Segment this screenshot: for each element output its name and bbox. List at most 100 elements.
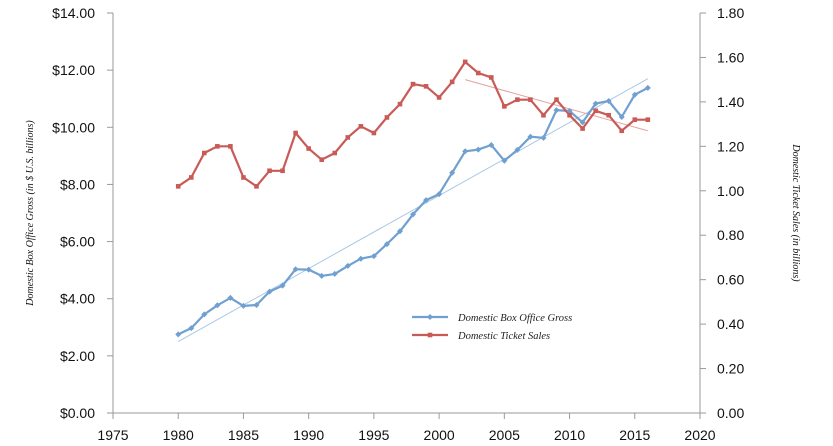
data-point (515, 97, 520, 102)
data-point (371, 130, 377, 136)
x-tick-label: 1985 (228, 427, 259, 443)
data-point (279, 282, 286, 289)
data-point (188, 325, 195, 332)
data-point (358, 124, 364, 129)
data-point (566, 108, 573, 114)
data-point (527, 133, 534, 140)
data-point (579, 119, 586, 126)
data-point (554, 97, 559, 102)
data-point (645, 117, 651, 122)
data-point (631, 91, 638, 98)
right-y-tick-label: 1.80 (717, 5, 744, 21)
tick-labels: $0.00 $2.00 $4.00 $6.00 $8.00 $10.00 $12.00 $14… (25, 5, 801, 443)
data-point (227, 294, 234, 301)
x-tick-label: 1975 (97, 427, 128, 443)
data-point (384, 115, 390, 120)
left-y-tick-label: $14.00 (52, 5, 95, 21)
left-y-tick-label: $8.00 (60, 176, 95, 192)
data-point (462, 59, 468, 65)
x-tick-label: 2015 (619, 427, 650, 443)
left-y-tick-label: $6.00 (60, 234, 95, 250)
data-point (280, 168, 285, 174)
data-point (318, 272, 325, 279)
data-point (332, 150, 338, 156)
x-tick-label: 2000 (424, 427, 455, 443)
right-y-tick-label: 1.20 (717, 138, 744, 154)
data-point (410, 211, 417, 218)
data-point (502, 104, 507, 109)
data-point (253, 302, 260, 308)
legend: Domestic Box Office Gross Domestic Ticket… (412, 313, 572, 342)
trendline (465, 79, 648, 132)
right-y-tick-label: 0.80 (717, 227, 744, 243)
data-point (293, 130, 298, 136)
data-point (266, 288, 273, 295)
data-point (254, 184, 259, 189)
data-point (567, 112, 572, 118)
data-point (397, 101, 403, 107)
data-point (396, 228, 403, 235)
data-point (619, 128, 625, 134)
data-point (514, 146, 521, 153)
data-point (475, 70, 481, 76)
left-y-tick-label: $0.00 (60, 405, 95, 421)
data-point (383, 241, 390, 248)
data-point (175, 331, 182, 338)
data-point (644, 84, 651, 91)
left-y-tick-label: $10.00 (52, 119, 95, 135)
legend-swatch-marker (427, 332, 433, 338)
data-point (449, 169, 456, 176)
right-y-tick-label: 1.60 (717, 49, 744, 65)
axes (107, 12, 706, 419)
legend-label: Domestic Ticket Sales (457, 331, 550, 342)
left-y-tick-label: $4.00 (60, 291, 95, 307)
left-y-tick-label: $2.00 (60, 348, 95, 364)
data-point (306, 146, 311, 151)
data-point (488, 75, 494, 80)
data-point (553, 107, 560, 114)
x-tick-label: 1995 (358, 427, 389, 443)
data-point (618, 114, 625, 120)
data-point (241, 175, 246, 180)
data-point (540, 134, 547, 141)
data-point (267, 168, 272, 174)
data-point (593, 108, 598, 114)
data-point (202, 150, 207, 156)
data-point (331, 270, 338, 277)
x-tick-label: 2010 (554, 427, 585, 443)
x-tick-label: 2005 (489, 427, 520, 443)
data-point (423, 197, 430, 204)
trendline (177, 78, 649, 343)
data-point (292, 266, 299, 273)
data-point (632, 117, 638, 122)
series-points (175, 59, 651, 338)
data-point (580, 126, 585, 131)
data-point (605, 98, 612, 104)
right-y-tick-label: 0.00 (717, 405, 744, 421)
data-point (592, 100, 599, 107)
data-point (215, 144, 220, 149)
data-point (344, 262, 351, 269)
left-axis-title: Domestic Box Office Gross (in $ U.S. bil… (25, 120, 36, 307)
x-tick-label: 1980 (163, 427, 194, 443)
data-point (410, 81, 416, 87)
series-line (177, 60, 648, 188)
data-point (357, 255, 364, 262)
data-point (370, 253, 377, 260)
x-tick-label: 2020 (684, 427, 715, 443)
data-point (188, 175, 194, 180)
data-point (449, 79, 455, 85)
data-point (201, 311, 208, 318)
data-point (475, 146, 482, 153)
right-y-tick-label: 1.40 (717, 94, 744, 110)
left-y-tick-label: $12.00 (52, 62, 95, 78)
data-point (228, 144, 233, 149)
right-y-tick-label: 0.40 (717, 316, 744, 332)
data-point (488, 142, 495, 148)
data-point (423, 84, 429, 89)
data-point (319, 157, 325, 162)
right-y-tick-label: 1.00 (717, 183, 744, 199)
series-line (177, 86, 649, 336)
data-point (214, 302, 221, 309)
